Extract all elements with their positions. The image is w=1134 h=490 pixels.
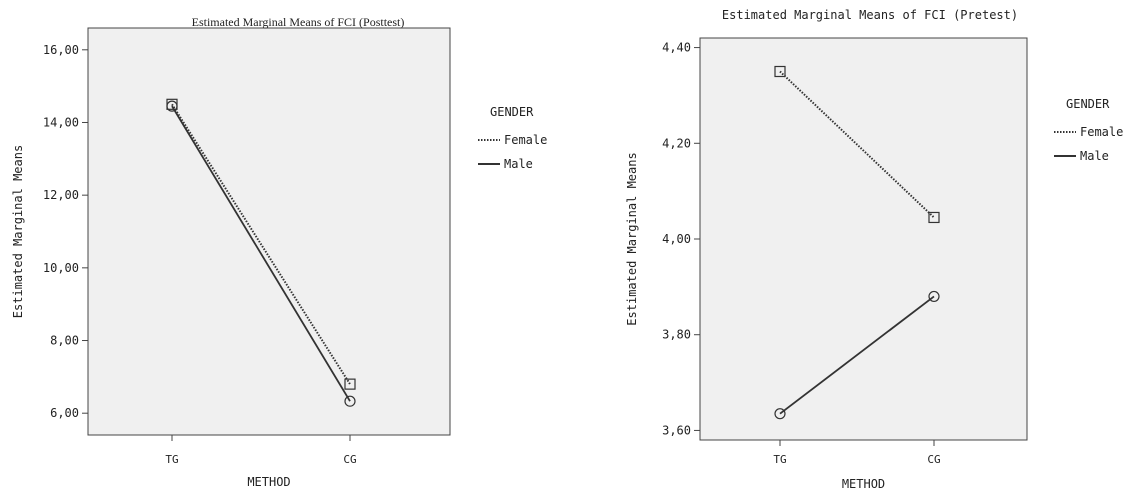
series-line-female <box>779 70 935 219</box>
chart-1: Estimated Marginal Means of FCI (Posttes… <box>11 15 547 489</box>
y-tick-label: 4,20 <box>662 136 691 150</box>
y-tick-label: 8,00 <box>50 334 79 348</box>
chart-title: Estimated Marginal Means of FCI (Posttes… <box>192 15 405 29</box>
y-tick-label: 16,00 <box>43 43 79 57</box>
data-point-male <box>166 100 178 112</box>
y-tick-label: 10,00 <box>43 261 79 275</box>
x-axis-label: METHOD <box>842 477 885 490</box>
legend-title: GENDER <box>490 105 534 119</box>
y-axis-label: Estimated Marginal Means <box>625 152 639 325</box>
y-tick-label: 12,00 <box>43 188 79 202</box>
y-tick-label: 4,40 <box>662 41 691 55</box>
legend-label-female: Female <box>504 133 547 147</box>
legend: GENDER Female Male <box>478 105 547 171</box>
legend: GENDER Female Male <box>1054 97 1123 163</box>
data-point-male <box>774 408 786 420</box>
data-point-female <box>928 211 940 224</box>
legend-title: GENDER <box>1066 97 1110 111</box>
series-line-male <box>779 295 935 415</box>
series-line-female <box>171 103 351 385</box>
plot-area <box>699 37 1028 441</box>
series-line-male <box>171 105 351 402</box>
x-tick-label: TG <box>165 453 178 466</box>
y-tick-label: 3,60 <box>662 423 691 437</box>
y-tick-label: 14,00 <box>43 115 79 129</box>
chart-title: Estimated Marginal Means of FCI (Pretest… <box>722 8 1018 22</box>
y-tick-label: 3,80 <box>662 328 691 342</box>
x-tick-label: CG <box>343 453 356 466</box>
legend-label-male: Male <box>1080 149 1109 163</box>
x-axis-label: METHOD <box>247 475 290 489</box>
plot-area <box>87 27 451 436</box>
legend-label-male: Male <box>504 157 533 171</box>
data-point-female <box>344 378 356 390</box>
y-tick-label: 4,00 <box>662 232 691 246</box>
x-tick-label: CG <box>927 453 940 466</box>
y-axis-label: Estimated Marginal Means <box>11 145 25 318</box>
y-tick-label: 6,00 <box>50 406 79 420</box>
data-point-male <box>928 290 940 303</box>
chart-2: Estimated Marginal Means of FCI (Pretest… <box>625 8 1123 490</box>
data-point-female <box>774 65 786 78</box>
legend-label-female: Female <box>1080 125 1123 139</box>
x-tick-label: TG <box>773 453 786 466</box>
data-point-male <box>344 395 356 407</box>
